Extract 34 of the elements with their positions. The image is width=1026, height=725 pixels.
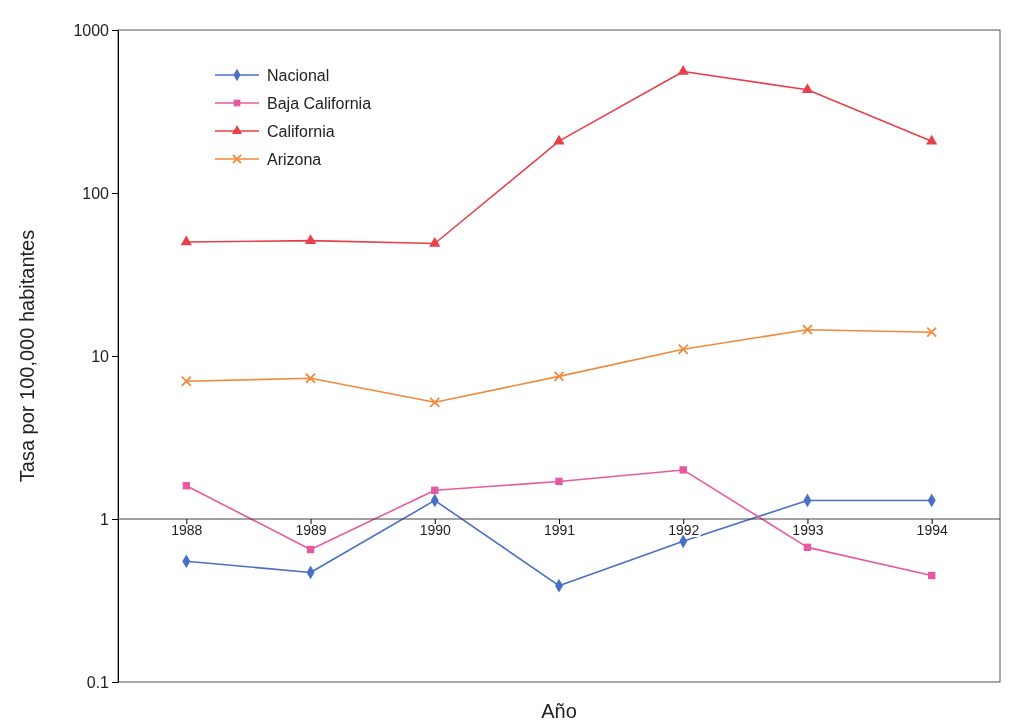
x-tick-label: 1988 [171, 521, 203, 538]
point [677, 65, 689, 75]
y-tick-label: 1 [100, 510, 110, 528]
point [926, 326, 938, 338]
legend-label: Nacional [267, 66, 330, 84]
point [305, 372, 316, 384]
point [429, 236, 441, 247]
point [429, 396, 441, 408]
point [553, 134, 565, 145]
point [802, 324, 813, 336]
x-tick-label: 1993 [792, 521, 824, 538]
x-tick-label: 1990 [419, 521, 452, 538]
y-tick-label: 100 [82, 184, 110, 202]
point [180, 235, 192, 246]
x-tick-label: 1991 [543, 521, 576, 538]
x-tick-label: 1994 [916, 521, 948, 538]
legend-label: Baja California [267, 94, 372, 112]
legend-label: California [267, 122, 335, 140]
x-tick-label: 1992 [668, 521, 700, 538]
y-tick-label: 10 [91, 347, 110, 365]
y-axis-title: Tasa por 100,000 habitantes [16, 229, 38, 483]
legend-label: Arizona [267, 150, 322, 168]
x-axis-title: Año [541, 700, 577, 722]
point [304, 234, 317, 244]
y-tick-label: 0.1 [86, 673, 110, 691]
point [180, 375, 192, 387]
y-tick-label: 1000 [73, 21, 110, 39]
x-tick-label: 1989 [295, 521, 327, 538]
point [926, 134, 938, 145]
point [553, 370, 565, 382]
point [801, 83, 814, 93]
point [555, 477, 563, 486]
point [677, 343, 689, 355]
point [679, 466, 687, 474]
